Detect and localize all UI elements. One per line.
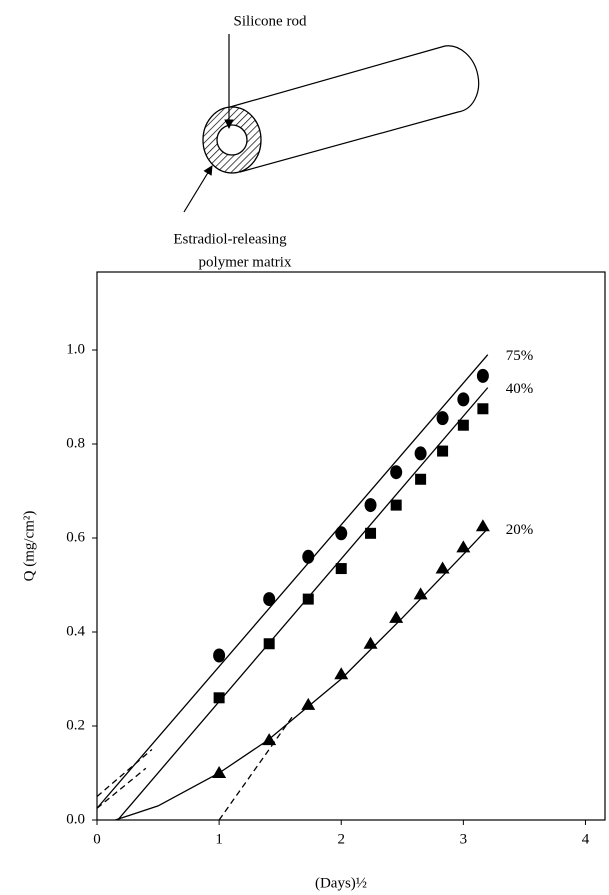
point [335,563,347,575]
point [477,403,489,415]
series-label: 40% [506,381,534,397]
y-tick-label: 0.2 [66,717,85,733]
point [413,587,428,600]
extrapolation-line [218,716,293,821]
point [363,636,378,649]
point [389,610,404,623]
label: polymer matrix [199,254,292,270]
point [390,465,403,480]
point [476,368,489,383]
point [390,499,402,511]
point [212,766,227,779]
y-tick-label: 0.6 [66,529,85,545]
rod-body [229,45,480,173]
point [301,697,316,710]
point [334,667,349,680]
label: Estradiol-releasing [173,231,287,247]
point [475,519,490,532]
point [435,561,450,574]
extrapolation-line [96,749,153,797]
rod-diagram: Silicone rod Estradiol-releasing polymer… [173,13,480,270]
point [263,638,275,650]
x-tick-label: 4 [582,831,590,847]
point [213,692,225,704]
x-tick-label: 1 [215,831,223,847]
point [302,549,315,564]
y-tick-label: 0.4 [66,623,85,639]
point [414,446,427,461]
x-tick-label: 0 [93,831,101,847]
plot-frame [96,271,606,821]
extrapolation-line [96,767,147,809]
x-axis-label: (Days)½ [315,875,367,891]
x-tick-label: 3 [460,831,468,847]
series-label: 20% [506,522,534,538]
fit-line [96,354,489,809]
point [263,592,276,607]
arrow [183,165,213,213]
point [364,498,377,513]
y-axis-label: Q (mg/cm²) [21,511,37,582]
point [415,473,427,485]
point [302,593,314,605]
point [365,527,377,539]
point [262,733,277,746]
rod-core [216,124,248,156]
point [437,445,449,457]
point [456,540,471,553]
point [457,419,469,431]
label: Silicone rod [234,13,307,29]
fit-line [115,528,489,821]
y-tick-label: 0.0 [66,811,85,827]
x-tick-label: 2 [337,831,345,847]
point [335,526,348,541]
y-tick-label: 0.8 [66,435,85,451]
y-tick-label: 1.0 [66,341,85,357]
point [213,648,226,663]
point [457,392,470,407]
point [436,411,449,426]
series-label: 75% [506,348,534,364]
